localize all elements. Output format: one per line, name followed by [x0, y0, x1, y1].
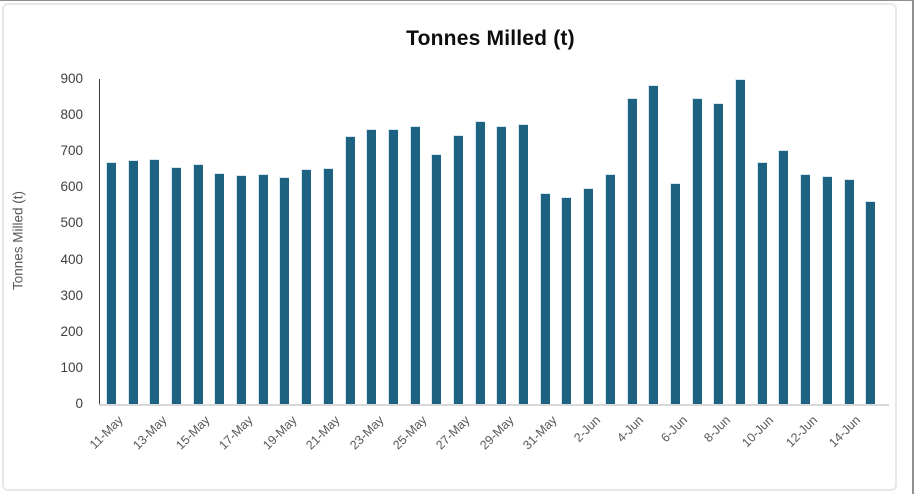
y-tick-label: 500 [60, 215, 83, 231]
bar-25-May [409, 126, 420, 404]
bar-5-Jun [648, 85, 659, 404]
y-tick-label: 200 [60, 323, 83, 339]
bar-22-May [344, 136, 355, 404]
bar-14-Jun [843, 179, 854, 404]
y-tick-label: 800 [60, 107, 83, 123]
chart-title: Tonnes Milled (t) [406, 27, 575, 50]
y-axis-line [98, 79, 100, 406]
y-tick-label: 400 [60, 251, 83, 267]
bar-20-May [301, 168, 312, 404]
bar-18-May [257, 173, 268, 404]
bar-1-Jun [561, 196, 572, 404]
bar-21-May [322, 167, 333, 404]
bar-12-Jun [800, 174, 811, 404]
bar-24-May [387, 128, 398, 404]
y-tick-label: 300 [60, 287, 83, 303]
bar-6-Jun [669, 182, 680, 404]
y-tick-label: 0 [75, 396, 83, 411]
bar-15-May [192, 164, 203, 404]
plot-area [98, 79, 889, 406]
bar-16-May [214, 172, 225, 404]
y-tick-label: 600 [60, 179, 83, 195]
bar-12-May [127, 159, 138, 404]
bar-13-Jun [821, 175, 832, 404]
bar-14-May [170, 167, 181, 404]
bar-9-Jun [735, 79, 745, 404]
bar-13-May [149, 159, 160, 404]
y-tick-label: 900 [60, 71, 83, 86]
bar-29-May [496, 126, 507, 404]
bar-23-May [366, 128, 377, 404]
bar-27-May [453, 135, 463, 404]
x-axis-line [98, 404, 889, 406]
bar-11-Jun [778, 149, 789, 404]
bar-2-Jun [583, 188, 594, 404]
y-tick-label: 100 [60, 359, 83, 375]
bar-19-May [279, 177, 290, 404]
bar-30-May [518, 123, 528, 404]
bar-28-May [474, 120, 485, 404]
bar-3-Jun [604, 174, 615, 404]
bar-11-May [105, 161, 116, 404]
bar-10-Jun [756, 161, 767, 404]
y-tick-label: 700 [60, 143, 83, 159]
bar-15-Jun [865, 201, 876, 404]
bar-8-Jun [713, 102, 724, 404]
bar-26-May [431, 153, 442, 404]
bar-7-Jun [691, 97, 702, 404]
bar-17-May [236, 175, 246, 404]
bar-31-May [539, 193, 550, 404]
bar-4-Jun [626, 97, 637, 404]
